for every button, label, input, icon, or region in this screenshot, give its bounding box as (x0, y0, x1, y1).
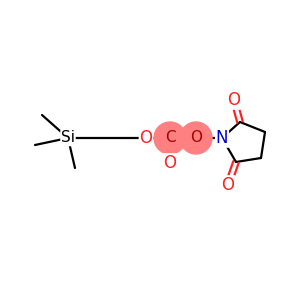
Text: C: C (165, 130, 175, 146)
Text: N: N (216, 129, 228, 147)
Text: O: O (227, 91, 241, 109)
Text: O: O (190, 130, 202, 146)
Text: O: O (140, 129, 152, 147)
Circle shape (180, 122, 212, 154)
Text: Si: Si (61, 130, 75, 146)
Text: O: O (164, 154, 176, 172)
Text: O: O (221, 176, 235, 194)
Circle shape (154, 122, 186, 154)
